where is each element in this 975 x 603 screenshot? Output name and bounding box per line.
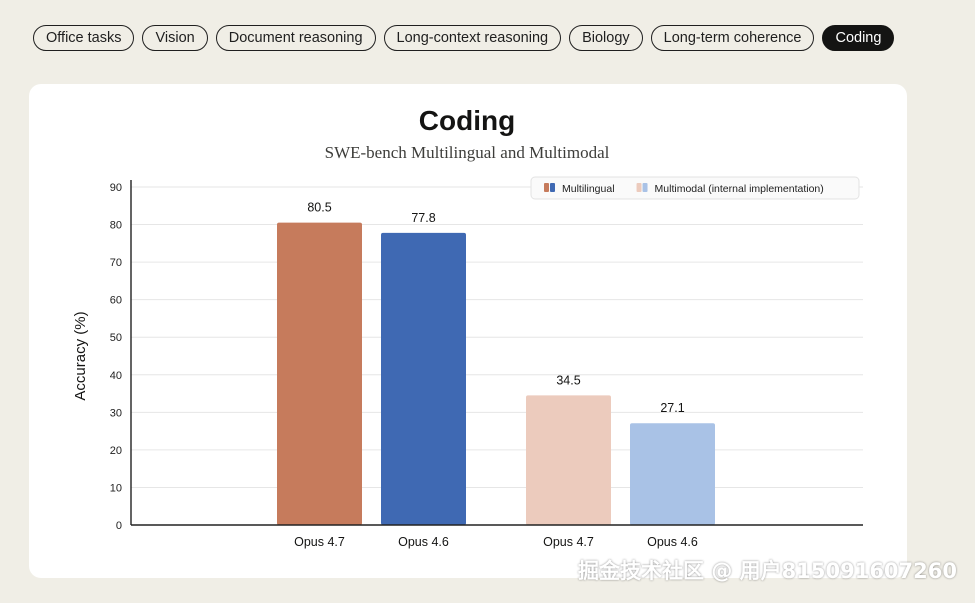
- y-tick-label: 60: [110, 295, 122, 307]
- y-tick-label: 90: [110, 182, 122, 194]
- bar: [277, 222, 362, 525]
- y-tick-label: 30: [110, 407, 122, 419]
- chart-subtitle: SWE-bench Multilingual and Multimodal: [325, 143, 610, 162]
- bar-value-label: 77.8: [411, 211, 435, 225]
- y-axis-label: Accuracy (%): [72, 311, 89, 400]
- tab-vision[interactable]: Vision: [142, 25, 208, 51]
- tab-long-context-reasoning[interactable]: Long-context reasoning: [383, 25, 562, 51]
- legend-swatch: [544, 183, 549, 192]
- tab-office-tasks[interactable]: Office tasks: [33, 25, 135, 51]
- legend-label: Multilingual: [562, 183, 615, 195]
- tab-long-term-coherence[interactable]: Long-term coherence: [650, 25, 815, 51]
- chart-title: Coding: [419, 105, 515, 136]
- y-tick-label: 10: [110, 482, 122, 494]
- coding-chart: Coding SWE-bench Multilingual and Multimo…: [72, 105, 863, 549]
- x-tick-label: Opus 4.7: [543, 535, 594, 549]
- watermark: 掘金技术社区 @ 用户815091607260: [578, 559, 957, 583]
- legend-box: [530, 176, 860, 200]
- legend-swatch: [550, 183, 555, 192]
- bar: [630, 423, 715, 525]
- tab-coding[interactable]: Coding: [822, 25, 895, 51]
- y-tick-label: 70: [110, 257, 122, 269]
- tab-document-reasoning[interactable]: Document reasoning: [215, 25, 376, 51]
- x-tick-label: Opus 4.6: [398, 535, 449, 549]
- y-tick-label: 40: [110, 370, 122, 382]
- x-tick-label: Opus 4.6: [647, 535, 698, 549]
- bar: [381, 232, 466, 525]
- legend-swatch: [642, 183, 648, 192]
- y-tick-label: 50: [110, 332, 122, 344]
- benchmark-tabs: Office tasks Vision Document reasoning L…: [33, 25, 895, 51]
- y-tick-label: 0: [116, 520, 122, 532]
- y-tick-label: 80: [110, 220, 122, 232]
- bar-value-label: 27.1: [660, 401, 684, 415]
- bar-value-label: 80.5: [307, 201, 331, 215]
- legend-label: Multimodal (internal implementation): [655, 183, 824, 195]
- x-tick-label: Opus 4.7: [294, 535, 345, 549]
- legend-swatch: [636, 183, 642, 192]
- bar: [526, 395, 611, 525]
- tab-biology[interactable]: Biology: [569, 25, 643, 51]
- bar-value-label: 34.5: [556, 373, 580, 387]
- chart-card: Coding SWE-bench Multilingual and Multimo…: [29, 84, 907, 578]
- y-tick-label: 20: [110, 445, 122, 457]
